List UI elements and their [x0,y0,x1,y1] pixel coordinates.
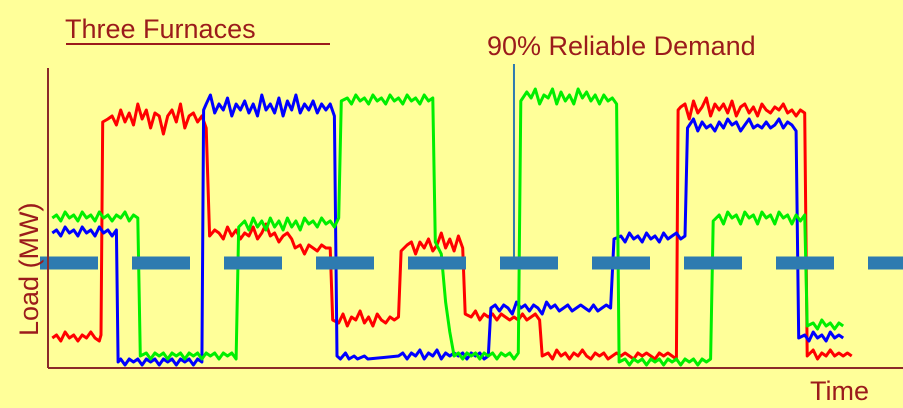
series-line-3 [51,87,845,367]
x-axis-label: Time [810,376,869,406]
chart-title: Three Furnaces [65,14,256,44]
annotation-label: 90% Reliable Demand [487,31,756,61]
y-axis-label: Load (MW) [14,202,44,336]
series-group [51,87,853,367]
series-line-1 [51,96,853,361]
